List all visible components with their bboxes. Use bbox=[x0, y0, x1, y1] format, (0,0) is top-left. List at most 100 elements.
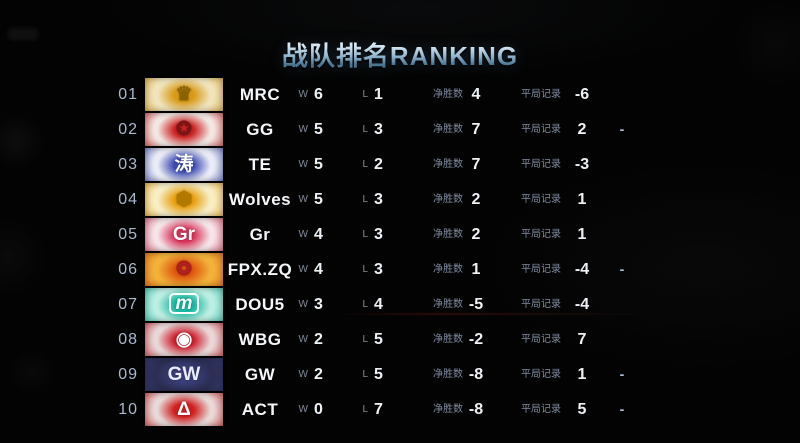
net-wins-value: 7 bbox=[471, 156, 481, 173]
team-row[interactable]: 03 涛 TE W 5 L 2 净胜数 7 平局记录 -3 bbox=[0, 147, 800, 182]
draw-record-label: 平局记录 bbox=[521, 299, 561, 310]
team-name: GG bbox=[246, 120, 274, 139]
team-logo-glyph: Gr bbox=[172, 224, 196, 245]
rank-number: 03 bbox=[118, 156, 138, 173]
fpx-phoenix-logo: ❂ bbox=[145, 253, 223, 286]
trailing-mark: - bbox=[619, 366, 625, 382]
rank-number: 01 bbox=[118, 86, 138, 103]
team-logo-glyph: m bbox=[168, 292, 200, 314]
wins-label: W bbox=[298, 124, 308, 135]
wins-value: 5 bbox=[314, 121, 323, 138]
losses-label: L bbox=[362, 159, 368, 170]
rank-number: 09 bbox=[118, 366, 138, 383]
draw-record-label: 平局记录 bbox=[521, 334, 561, 345]
wins-value: 5 bbox=[314, 156, 323, 173]
team-row[interactable]: 01 ♛ MRC W 6 L 1 净胜数 4 平局记录 -6 bbox=[0, 77, 800, 112]
draw-record-label: 平局记录 bbox=[521, 194, 561, 205]
draw-record-label: 平局记录 bbox=[521, 229, 561, 240]
net-wins-value: 4 bbox=[471, 86, 481, 103]
draw-record-value: 1 bbox=[577, 226, 587, 243]
rank-number: 02 bbox=[118, 121, 138, 138]
team-row[interactable]: 06 ❂ FPX.ZQ W 4 L 3 净胜数 1 平局记录 -4 - bbox=[0, 252, 800, 287]
losses-label: L bbox=[362, 264, 368, 275]
net-wins-label: 净胜数 bbox=[433, 124, 463, 135]
team-row[interactable]: 05 Gr Gr W 4 L 3 净胜数 2 平局记录 1 bbox=[0, 217, 800, 252]
draw-record-label: 平局记录 bbox=[521, 124, 561, 135]
draw-record-label: 平局记录 bbox=[521, 404, 561, 415]
video-artifact-streak bbox=[330, 313, 660, 315]
team-row[interactable]: 04 ⬢ Wolves W 5 L 3 净胜数 2 平局记录 1 bbox=[0, 182, 800, 217]
rank-number: 10 bbox=[118, 401, 138, 418]
draw-record-value: -6 bbox=[574, 86, 590, 103]
draw-record-label: 平局记录 bbox=[521, 159, 561, 170]
wins-label: W bbox=[298, 159, 308, 170]
trailing-mark bbox=[608, 217, 636, 252]
wins-label: W bbox=[298, 194, 308, 205]
wins-value: 2 bbox=[314, 366, 323, 383]
trailing-mark bbox=[608, 77, 636, 112]
trailing-mark: - bbox=[619, 121, 625, 137]
draw-record-value: 7 bbox=[577, 331, 587, 348]
rank-number: 08 bbox=[118, 331, 138, 348]
net-wins-label: 净胜数 bbox=[433, 159, 463, 170]
wins-label: W bbox=[298, 334, 308, 345]
trailing-mark bbox=[608, 147, 636, 182]
trailing-mark bbox=[608, 287, 636, 322]
draw-record-value: -4 bbox=[574, 261, 590, 278]
rank-number: 04 bbox=[118, 191, 138, 208]
losses-value: 5 bbox=[374, 331, 383, 348]
team-row[interactable]: 07 m DOU5 W 3 L 4 净胜数 -5 平局记录 -4 bbox=[0, 287, 800, 322]
team-logo-glyph: ⬢ bbox=[175, 189, 193, 210]
net-wins-label: 净胜数 bbox=[433, 369, 463, 380]
dou5-m-badge-logo: m bbox=[145, 288, 223, 321]
team-logo-glyph: ◉ bbox=[175, 329, 193, 350]
team-name: TE bbox=[248, 155, 272, 174]
net-wins-label: 净胜数 bbox=[433, 194, 463, 205]
team-logo-glyph: ✪ bbox=[176, 119, 192, 140]
wins-value: 5 bbox=[314, 191, 323, 208]
team-row[interactable]: 08 ◉ WBG W 2 L 5 净胜数 -2 平局记录 7 bbox=[0, 322, 800, 357]
team-name: GW bbox=[244, 365, 276, 384]
page-title: 战队排名RANKING bbox=[0, 36, 800, 73]
net-wins-label: 净胜数 bbox=[433, 89, 463, 100]
wins-label: W bbox=[298, 89, 308, 100]
net-wins-value: 1 bbox=[471, 261, 481, 278]
losses-value: 1 bbox=[374, 86, 383, 103]
net-wins-value: 7 bbox=[471, 121, 481, 138]
team-name: DOU5 bbox=[235, 295, 285, 314]
trailing-mark bbox=[608, 182, 636, 217]
net-wins-label: 净胜数 bbox=[433, 264, 463, 275]
team-name: FPX.ZQ bbox=[227, 260, 293, 279]
trailing-mark: - bbox=[619, 261, 625, 277]
mrc-crown-logo: ♛ bbox=[145, 78, 223, 111]
draw-record-label: 平局记录 bbox=[521, 369, 561, 380]
trailing-mark: - bbox=[619, 401, 625, 417]
team-row[interactable]: 09 GW GW W 2 L 5 净胜数 -8 平局记录 1 - bbox=[0, 357, 800, 392]
net-wins-label: 净胜数 bbox=[433, 404, 463, 415]
losses-value: 5 bbox=[374, 366, 383, 383]
draw-record-value: -3 bbox=[574, 156, 590, 173]
team-row[interactable]: 02 ✪ GG W 5 L 3 净胜数 7 平局记录 2 - bbox=[0, 112, 800, 147]
losses-value: 3 bbox=[374, 261, 383, 278]
act-emblem-logo: Δ bbox=[145, 393, 223, 426]
team-logo-glyph: ♛ bbox=[175, 84, 193, 105]
net-wins-value: 2 bbox=[471, 226, 481, 243]
gg-circle-emblem-logo: ✪ bbox=[145, 113, 223, 146]
net-wins-value: -8 bbox=[468, 366, 484, 383]
team-row[interactable]: 10 Δ ACT W 0 L 7 净胜数 -8 平局记录 5 - bbox=[0, 392, 800, 427]
wins-label: W bbox=[298, 229, 308, 240]
losses-label: L bbox=[362, 334, 368, 345]
losses-label: L bbox=[362, 369, 368, 380]
losses-label: L bbox=[362, 89, 368, 100]
rank-number: 07 bbox=[118, 296, 138, 313]
wins-value: 4 bbox=[314, 261, 323, 278]
wins-label: W bbox=[298, 264, 308, 275]
draw-record-value: 2 bbox=[577, 121, 587, 138]
team-logo-glyph: 涛 bbox=[174, 154, 194, 175]
losses-value: 4 bbox=[374, 296, 383, 313]
wins-label: W bbox=[298, 404, 308, 415]
draw-record-value: 5 bbox=[577, 401, 587, 418]
losses-value: 2 bbox=[374, 156, 383, 173]
team-name: ACT bbox=[241, 400, 279, 419]
net-wins-value: -8 bbox=[468, 401, 484, 418]
